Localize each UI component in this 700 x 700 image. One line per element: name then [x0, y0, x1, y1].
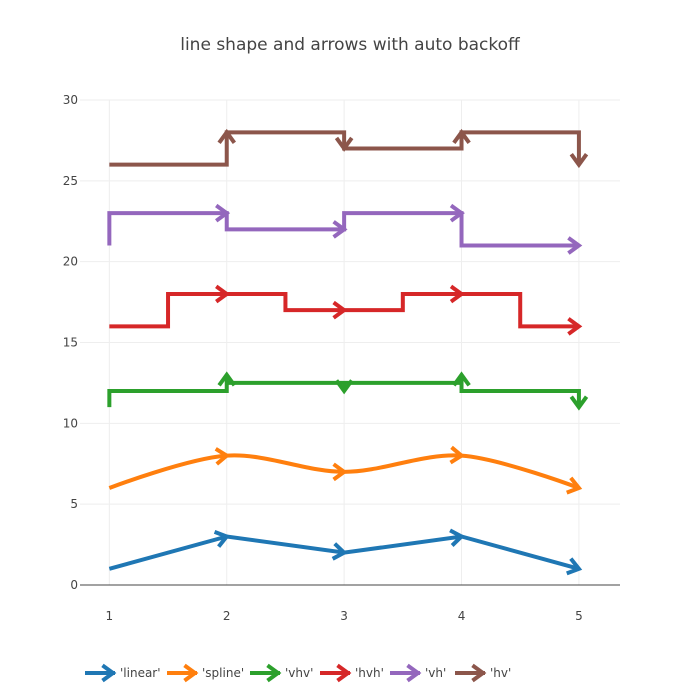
x-tick-label: 5: [575, 609, 583, 623]
arrowhead-marker: [406, 663, 422, 683]
y-tick-label: 20: [63, 255, 78, 269]
series-hv: [109, 128, 589, 169]
arrowhead-marker: [336, 663, 352, 683]
series-hvh: [109, 284, 583, 336]
arrowhead-marker: [213, 530, 231, 548]
legend-item-hvh[interactable]: 'hvh': [320, 663, 384, 683]
arrowhead-marker: [449, 528, 465, 547]
grid: [80, 99, 620, 585]
legend-label: 'linear': [120, 666, 161, 680]
x-tick-label: 1: [106, 609, 114, 623]
arrowhead-marker: [215, 284, 231, 304]
arrowhead-marker: [471, 663, 487, 683]
y-tick-label: 30: [63, 93, 78, 107]
legend-item-vhv[interactable]: 'vhv': [250, 663, 313, 683]
arrowhead-marker: [332, 220, 348, 239]
y-tick-label: 15: [63, 336, 78, 350]
arrowhead-marker: [101, 663, 117, 683]
x-tick-label: 2: [223, 609, 231, 623]
legend-item-vh[interactable]: 'vh': [390, 663, 446, 683]
x-tick-label: 4: [458, 609, 466, 623]
axes: 1 2 3 4 5 0 5 10 15 20 25 30: [63, 93, 620, 623]
arrowhead-marker: [334, 379, 354, 395]
x-tick-label: 3: [340, 609, 348, 623]
legend-label: 'spline': [202, 666, 244, 680]
series-linear: [108, 528, 583, 576]
y-tick-label: 25: [63, 174, 78, 188]
arrowhead-marker: [566, 476, 583, 495]
arrowhead-marker: [567, 317, 583, 336]
arrowhead-marker: [569, 395, 589, 411]
arrowhead-marker: [449, 445, 465, 465]
arrowhead-marker: [217, 371, 236, 387]
arrowhead-marker: [332, 462, 348, 482]
arrowhead-marker: [449, 284, 465, 304]
arrowhead-marker: [217, 128, 236, 145]
arrowhead-marker: [331, 542, 348, 561]
series-group: [107, 128, 589, 576]
y-tick-label: 0: [70, 578, 78, 592]
arrowhead-marker: [452, 128, 471, 145]
legend-item-spline[interactable]: 'spline': [167, 663, 244, 683]
series-spline: [108, 445, 583, 495]
arrowhead-marker: [567, 236, 583, 255]
arrowhead-marker: [266, 663, 282, 683]
arrowhead-marker: [332, 300, 348, 320]
arrowhead-marker: [183, 663, 199, 683]
y-tick-label: 10: [63, 416, 78, 430]
arrowhead-marker: [566, 557, 583, 576]
arrowhead-marker: [569, 152, 589, 169]
legend-label: 'vhv': [285, 666, 313, 680]
series-vh: [107, 203, 583, 255]
arrowhead-marker: [214, 447, 231, 466]
legend[interactable]: 'linear' 'spline' 'vhv' 'hvh' 'vh' 'hv': [85, 663, 511, 683]
y-tick-label: 5: [70, 497, 78, 511]
arrowhead-marker: [449, 203, 465, 223]
arrowhead-marker: [215, 203, 231, 223]
arrowhead-marker: [452, 371, 471, 387]
legend-label: 'hv': [490, 666, 511, 680]
chart-title: line shape and arrows with auto backoff: [180, 35, 521, 55]
legend-item-hv[interactable]: 'hv': [455, 663, 511, 683]
arrowhead-marker: [334, 136, 354, 152]
legend-item-linear[interactable]: 'linear': [85, 663, 161, 683]
series-vhv: [107, 371, 589, 411]
legend-label: 'vh': [425, 666, 446, 680]
legend-label: 'hvh': [355, 666, 384, 680]
